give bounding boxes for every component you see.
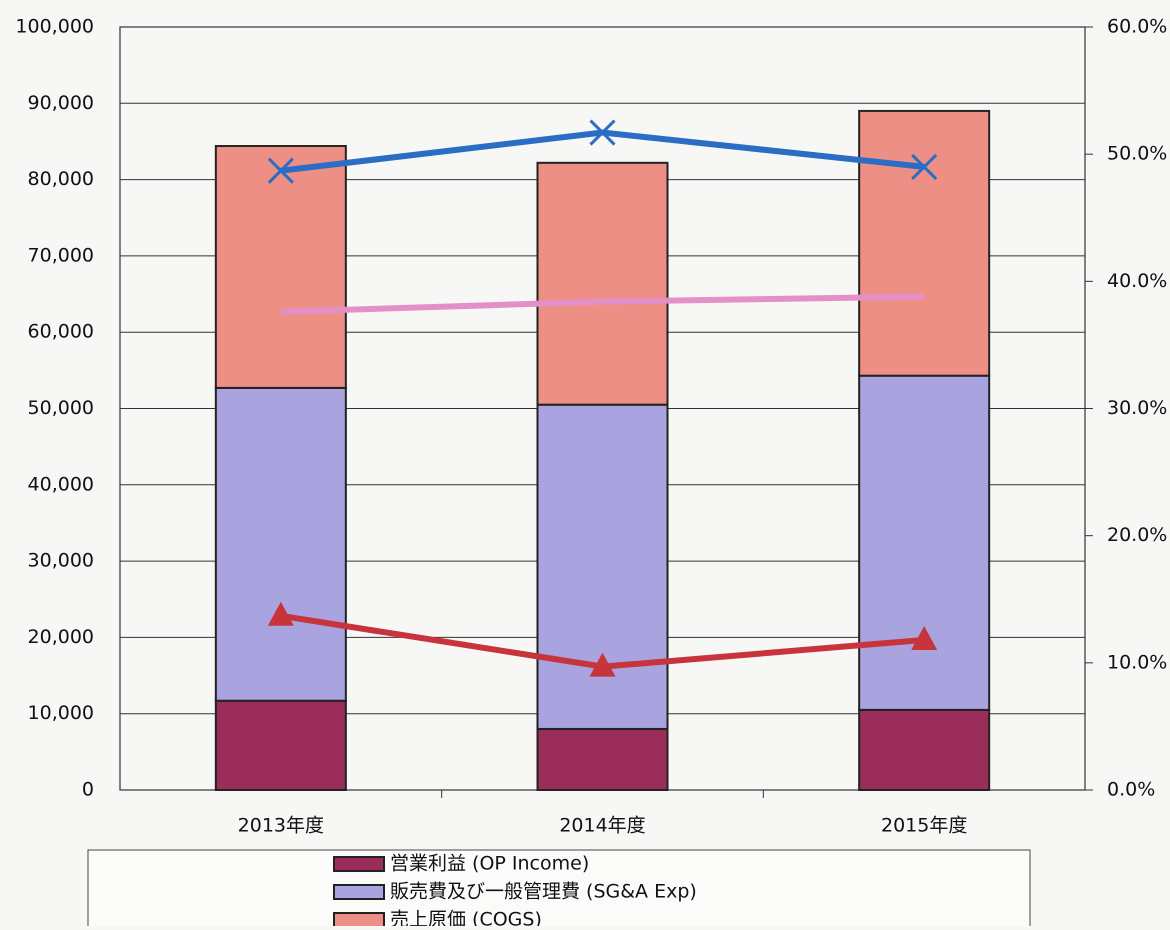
legend-label: 営業利益 (OP Income) [390, 853, 589, 875]
legend-swatch [333, 856, 385, 872]
y-tick-label: 70,000 [28, 244, 94, 266]
bar-segment [214, 386, 347, 702]
y2-tick-label: 30.0% [1107, 397, 1167, 419]
legend-label: 販売費及び一般管理費 (SG&A Exp) [390, 881, 697, 903]
y-tick-label: 90,000 [28, 92, 94, 114]
bar-segment [858, 109, 991, 377]
marker [589, 119, 616, 146]
y2-tick-label: 60.0% [1107, 16, 1167, 38]
y2-tick-label: 0.0% [1107, 779, 1155, 801]
y-tick-label: 30,000 [28, 550, 94, 572]
marker [911, 153, 938, 180]
y-tick-label: 10,000 [28, 702, 94, 724]
bar-segment [536, 403, 669, 730]
x-tick-label: 2013年度 [238, 815, 324, 837]
legend-swatch [333, 884, 385, 900]
bar-segment [214, 699, 347, 791]
x-tick-label: 2014年度 [559, 815, 645, 837]
y2-tick-label: 40.0% [1107, 270, 1167, 292]
y2-tick-label: 10.0% [1107, 651, 1167, 673]
bar-segment [536, 161, 669, 406]
marker [911, 625, 938, 650]
marker [267, 157, 294, 184]
y2-tick-label: 20.0% [1107, 524, 1167, 546]
y-tick-label: 40,000 [28, 473, 94, 495]
y2-tick-label: 50.0% [1107, 143, 1167, 165]
legend-label: 売上原価 (COGS) [390, 909, 542, 927]
marker [267, 601, 294, 626]
y-tick-label: 100,000 [15, 16, 94, 38]
y-tick-label: 60,000 [28, 321, 94, 343]
line [280, 293, 925, 315]
x-tick-label: 2015年度 [881, 815, 967, 837]
legend-box [87, 849, 1031, 930]
y-tick-label: 50,000 [28, 397, 94, 419]
bar-segment [858, 374, 991, 711]
bar-segment [536, 727, 669, 792]
y-tick-label: 0 [82, 779, 94, 801]
bar-segment [214, 145, 347, 389]
bar-segment [858, 708, 991, 792]
y-tick-label: 80,000 [28, 168, 94, 190]
marker [589, 652, 616, 677]
legend-swatch [333, 912, 385, 928]
y-tick-label: 20,000 [28, 626, 94, 648]
